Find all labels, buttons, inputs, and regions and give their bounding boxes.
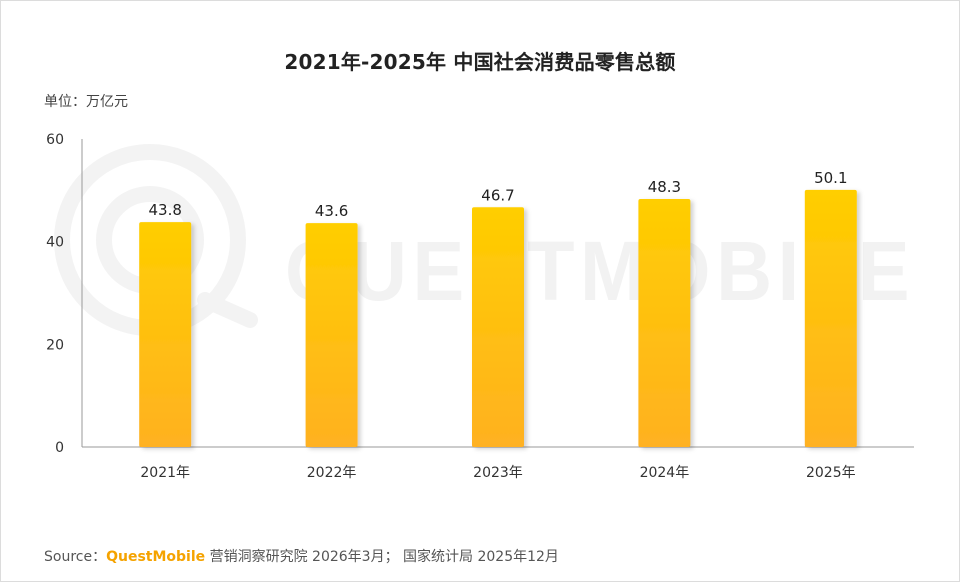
source-brand: QuestMobile	[106, 549, 206, 565]
y-tick-label: 60	[46, 132, 64, 148]
source-note: Source：QuestMobile 营销洞察研究院 2026年3月； 国家统计…	[44, 546, 559, 566]
y-tick-label: 0	[55, 440, 64, 456]
y-tick-label: 20	[46, 337, 64, 353]
bar	[305, 223, 358, 447]
bar	[638, 199, 691, 447]
bars	[139, 189, 857, 447]
bar	[804, 189, 857, 447]
data-label: 43.8	[148, 201, 181, 219]
x-tick-label: 2023年	[473, 465, 523, 481]
x-tick-label: 2024年	[640, 465, 690, 481]
data-label: 48.3	[648, 178, 681, 196]
y-axis-unit-label: 单位：万亿元	[44, 94, 128, 110]
bar	[472, 207, 524, 447]
data-label: 43.6	[315, 202, 348, 220]
value-labels: 43.8 43.6 46.7 48.3 50.1	[148, 169, 847, 220]
data-label: 50.1	[814, 169, 847, 187]
x-tick-label: 2022年	[307, 465, 357, 481]
y-tick-label: 40	[46, 235, 64, 251]
source-prefix: Source：	[44, 549, 107, 565]
source-details: 营销洞察研究院 2026年3月； 国家统计局 2025年12月	[205, 549, 559, 565]
x-tick-label: 2021年	[140, 465, 190, 481]
data-label: 46.7	[481, 186, 514, 204]
chart-title: 2021年-2025年 中国社会消费品零售总额	[284, 50, 676, 74]
bar	[139, 222, 192, 447]
x-tick-label: 2025年	[806, 465, 856, 481]
